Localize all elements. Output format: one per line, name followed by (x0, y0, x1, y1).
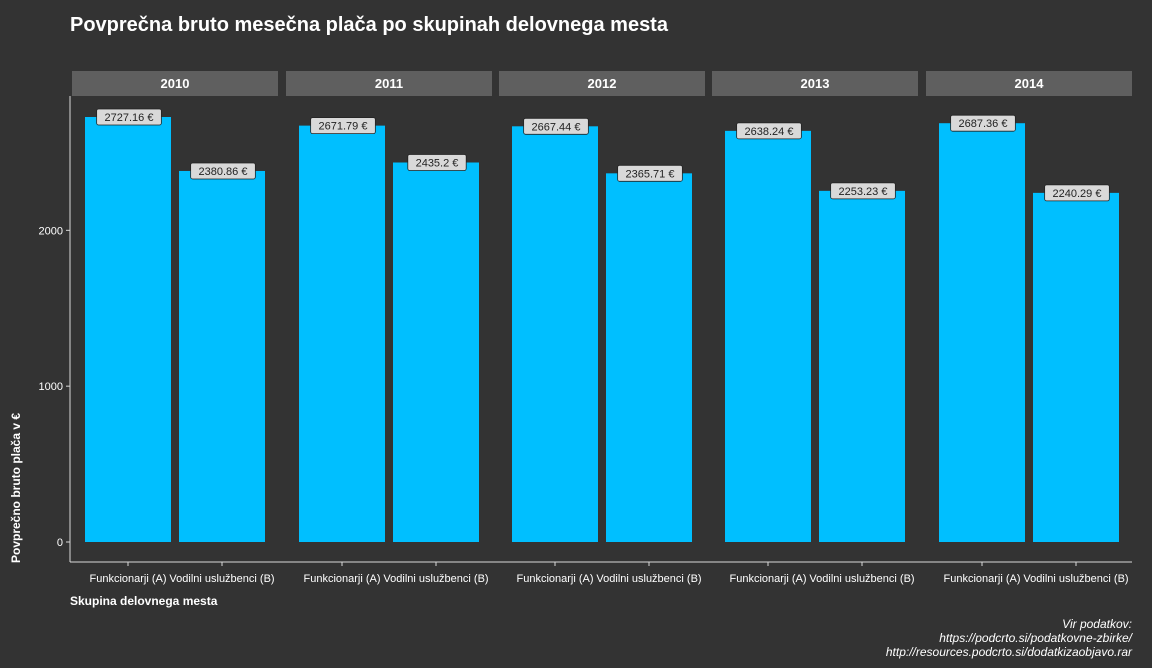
data-label: 2240.29 € (1053, 188, 1102, 200)
data-label: 2727.16 € (105, 112, 154, 124)
facet-label: 2011 (375, 76, 403, 91)
bar (725, 130, 811, 542)
data-label-box (407, 154, 467, 171)
x-tick-label: Funkcionarji (A) (943, 573, 1020, 585)
facet-label: 2014 (1015, 76, 1045, 91)
bar (1033, 192, 1119, 542)
x-tick-label: Funkcionarji (A) (89, 573, 166, 585)
facet-label: 2012 (588, 76, 617, 91)
caption-line: https://podcrto.si/podatkovne-zbirke/ (939, 631, 1132, 645)
facet-strip (712, 71, 918, 96)
bar (393, 162, 479, 543)
bar (299, 125, 385, 543)
data-label-box (523, 117, 589, 135)
y-tick-label: 2000 (39, 225, 63, 237)
data-label-box (190, 162, 256, 180)
bar (85, 116, 171, 542)
data-label-box (1044, 184, 1110, 202)
data-label-box (617, 164, 683, 182)
bar (939, 123, 1025, 543)
data-label: 2687.36 € (959, 118, 1008, 130)
data-label: 2435.2 € (416, 157, 459, 169)
bar (179, 170, 265, 542)
caption-line: http://resources.podcrto.si/dodatkizaobj… (885, 645, 1132, 659)
x-tick-label: Funkcionarji (A) (516, 573, 593, 585)
x-tick-label: Funkcionarji (A) (303, 573, 380, 585)
x-tick-label: Vodilni uslužbenci (B) (809, 573, 914, 585)
x-tick-label: Vodilni uslužbenci (B) (1023, 573, 1128, 585)
bar (606, 173, 692, 542)
x-tick-label: Funkcionarji (A) (729, 573, 806, 585)
facet-label: 2010 (161, 76, 190, 91)
data-label: 2671.79 € (319, 121, 368, 133)
data-label-box (736, 122, 802, 140)
x-tick-label: Vodilni uslužbenci (B) (596, 573, 701, 585)
facet-strip (499, 71, 705, 96)
data-label-box (950, 114, 1016, 132)
data-label: 2365.71 € (626, 168, 675, 180)
y-axis-title: Povprečno bruto plača v € (9, 412, 23, 563)
x-tick-label: Vodilni uslužbenci (B) (169, 573, 274, 585)
data-label-box (830, 182, 896, 200)
data-label-box (310, 117, 376, 135)
facet-strip (72, 71, 278, 96)
data-label-box (96, 108, 162, 126)
facet-label: 2013 (801, 76, 830, 91)
data-label: 2253.23 € (839, 186, 888, 198)
data-label: 2638.24 € (745, 126, 794, 138)
source-caption: Vir podatkov: https://podcrto.si/podatko… (886, 617, 1132, 659)
bar (512, 126, 598, 542)
x-tick-label: Vodilni uslužbenci (B) (383, 573, 488, 585)
y-tick-label: 1000 (39, 381, 63, 393)
caption-line: Vir podatkov: (1062, 617, 1132, 631)
y-tick-label: 0 (57, 537, 63, 549)
facet-strip (926, 71, 1132, 96)
data-label: 2667.44 € (532, 121, 581, 133)
x-axis-title: Skupina delovnega mesta (70, 594, 218, 608)
bar (819, 190, 905, 543)
facet-strip (286, 71, 492, 96)
data-label: 2380.86 € (199, 166, 248, 178)
chart-title: Povprečna bruto mesečna plača po skupina… (70, 14, 668, 36)
